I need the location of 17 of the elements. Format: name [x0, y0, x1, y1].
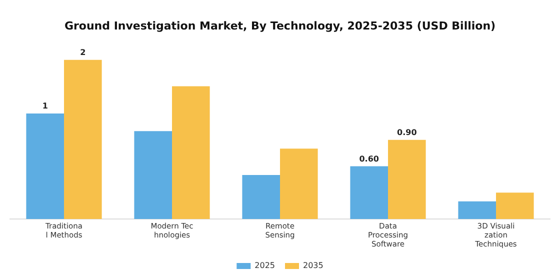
data-label: 1 [42, 102, 48, 111]
chart-title: Ground Investigation Market, By Technology, 2025-2035 (USD Billion) [64, 19, 496, 32]
bar [172, 86, 210, 219]
data-label: 0.60 [359, 154, 380, 164]
data-label: 2 [80, 48, 86, 57]
bar [388, 140, 426, 219]
bar [26, 114, 64, 219]
bar [64, 60, 102, 219]
legend-label: 2035 [303, 261, 324, 270]
bar [134, 131, 172, 219]
bar [242, 175, 280, 219]
data-label: 0.90 [397, 128, 418, 137]
bar [350, 166, 388, 219]
bar [458, 201, 496, 219]
legend-label: 2025 [254, 261, 275, 270]
bar [496, 192, 534, 219]
bar [280, 148, 318, 219]
